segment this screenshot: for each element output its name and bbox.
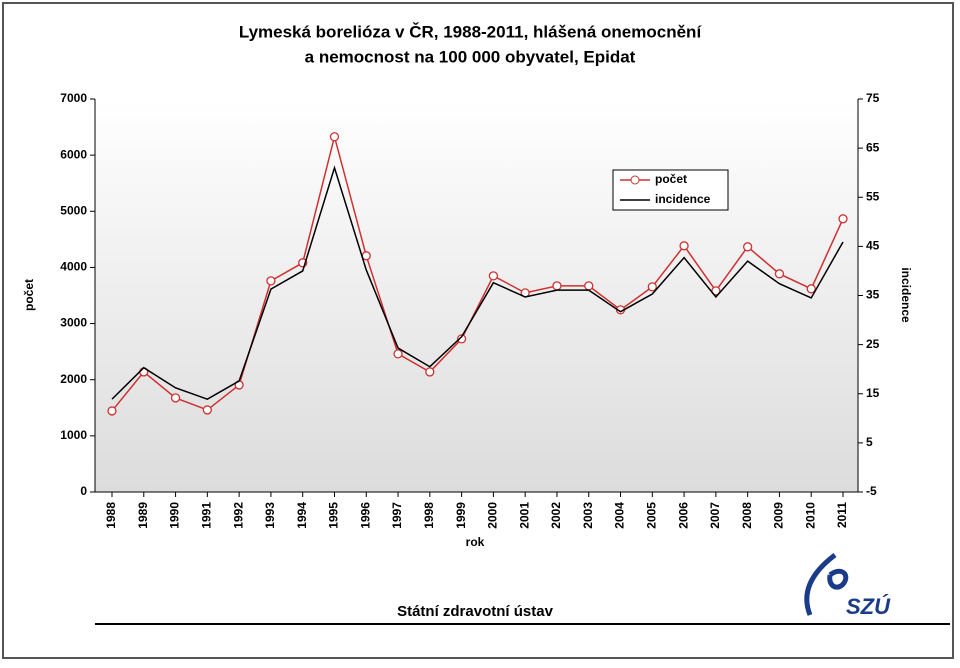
point [806, 284, 816, 294]
y-tick-label: 2000 [60, 372, 87, 386]
y2-tick-label: 35 [866, 288, 880, 302]
point [107, 406, 117, 416]
x-tick-label: 1991 [200, 502, 214, 529]
point [647, 282, 657, 292]
point [393, 349, 403, 359]
y-tick-label: 5000 [60, 203, 87, 217]
x-tick-label: 2011 [835, 502, 849, 528]
y2-axis-label: incidence [899, 267, 913, 323]
x-axis-label: rok [466, 535, 485, 549]
x-tick-label: 1996 [358, 502, 372, 529]
y-axis-label: počet [22, 279, 36, 311]
y-tick-label: 3000 [60, 316, 87, 330]
x-tick-label: 1997 [390, 502, 404, 529]
legend-label: počet [655, 172, 687, 186]
chart-subtitle: a nemocnost na 100 000 obyvatel, Epidat [305, 47, 636, 66]
y2-tick-label: -5 [866, 484, 877, 498]
y-tick-label: 1000 [60, 428, 87, 442]
point [743, 242, 753, 252]
point [266, 276, 276, 286]
y2-tick-label: 65 [866, 140, 880, 154]
point [552, 281, 562, 291]
y-tick-label: 4000 [60, 260, 87, 274]
y2-tick-label: 5 [866, 435, 873, 449]
point [329, 132, 340, 142]
y-tick-label: 0 [80, 484, 87, 498]
point [456, 334, 467, 344]
x-tick-label: 2001 [517, 502, 531, 529]
x-tick-label: 1998 [422, 502, 436, 529]
x-tick-label: 2006 [676, 502, 690, 529]
x-tick-label: 2007 [708, 502, 722, 529]
x-tick-label: 2004 [613, 502, 627, 529]
series-line [111, 133, 844, 412]
plot-area [95, 99, 858, 492]
y2-tick-label: 45 [866, 239, 880, 253]
x-tick-label: 2008 [740, 502, 754, 529]
y2-tick-label: 55 [866, 189, 880, 203]
point [488, 271, 499, 281]
point [170, 393, 181, 403]
footer: Státní zdravotní ústav [397, 603, 554, 620]
y-tick-label: 6000 [60, 147, 87, 161]
y-tick-label: 7000 [60, 91, 87, 105]
x-tick-label: 2010 [803, 502, 817, 529]
x-tick-label: 1992 [231, 502, 245, 529]
x-tick-label: 1989 [136, 502, 150, 529]
series-line [111, 165, 844, 400]
x-tick-label: 2000 [486, 502, 500, 529]
point [838, 214, 848, 224]
x-tick-label: 2003 [581, 502, 595, 529]
legend-marker [630, 175, 640, 185]
x-tick-label: 2009 [772, 502, 786, 529]
y2-tick-label: 25 [866, 337, 880, 351]
logo: SZÚ [846, 594, 891, 619]
x-tick-label: 1995 [327, 502, 341, 529]
x-tick-label: 2005 [644, 502, 658, 529]
point [679, 241, 689, 251]
logo-mark [804, 553, 849, 616]
point [584, 281, 594, 291]
point [202, 405, 212, 415]
legend [612, 169, 729, 211]
chart-title: Lymeská borelióza v ČR, 1988-2011, hláše… [239, 22, 703, 41]
x-tick-label: 1990 [168, 502, 182, 529]
legend-label: incidence [655, 192, 711, 206]
y2-tick-label: 15 [866, 386, 880, 400]
x-tick-label: 1994 [295, 502, 309, 529]
y2-tick-label: 75 [866, 91, 880, 105]
point [774, 269, 785, 279]
x-tick-label: 1988 [104, 502, 118, 529]
x-tick-label: 2002 [549, 502, 563, 529]
x-tick-label: 1993 [263, 502, 277, 529]
x-tick-label: 1999 [454, 502, 468, 529]
point [425, 367, 435, 377]
